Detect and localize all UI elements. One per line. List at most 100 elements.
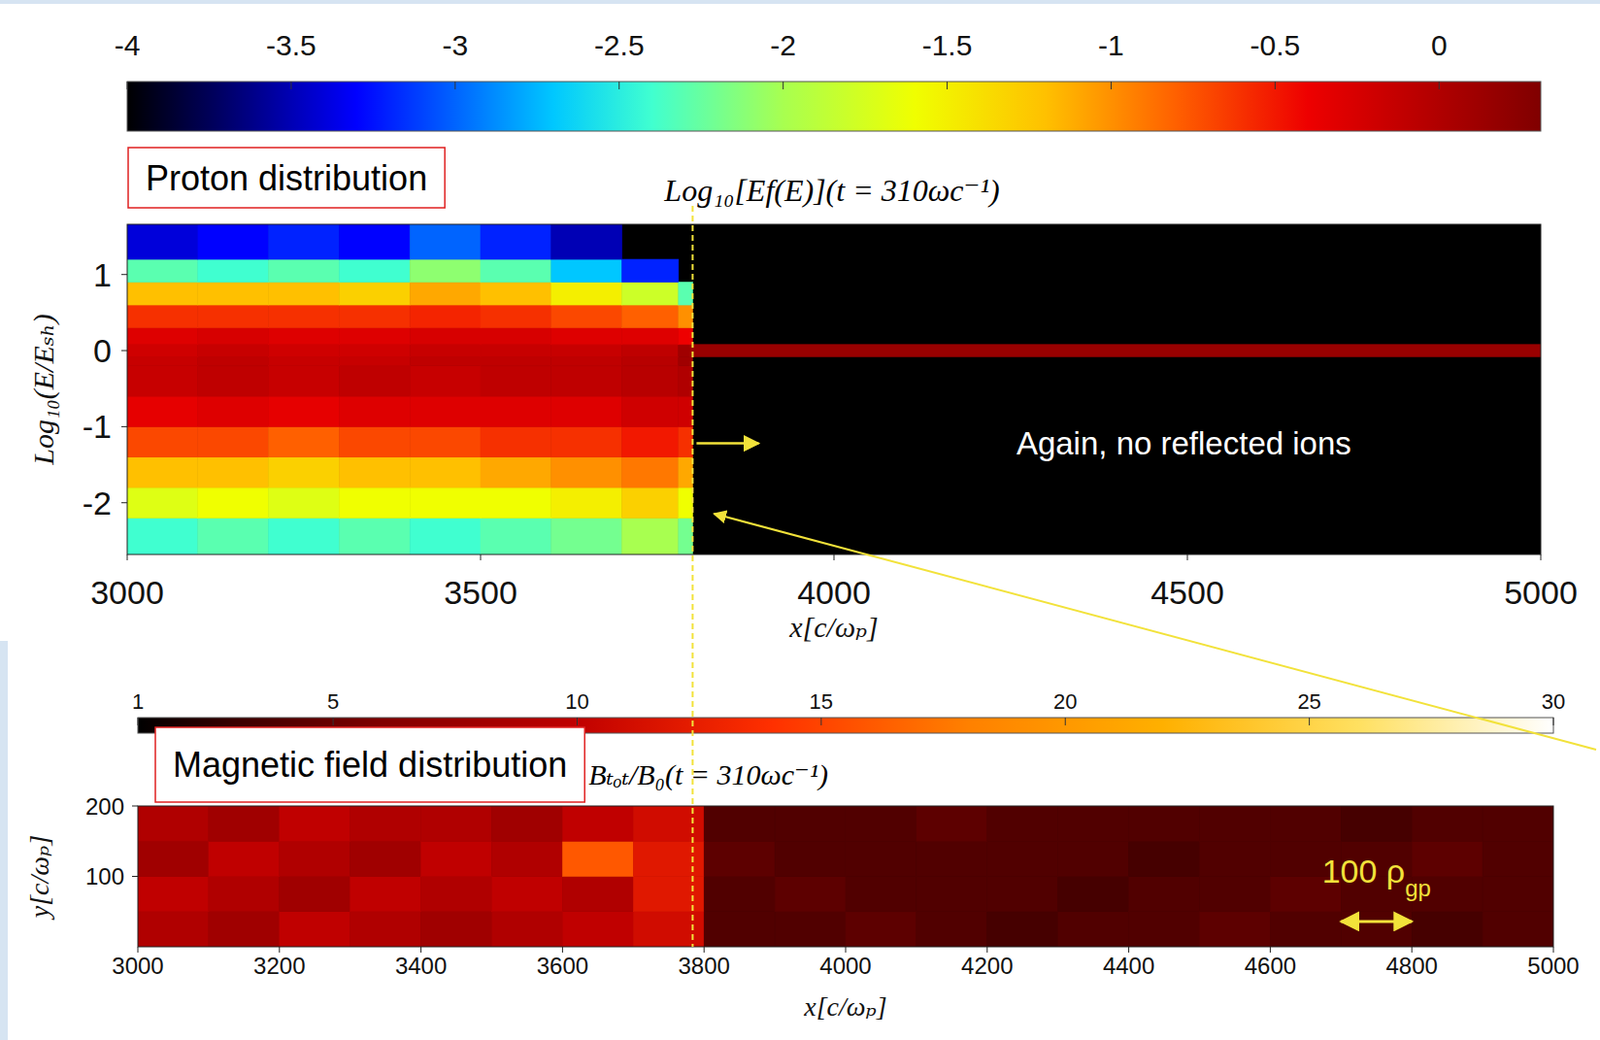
panel-label-box xyxy=(155,727,585,802)
x-tick-label: 3000 xyxy=(90,573,165,611)
heat-cell xyxy=(137,805,209,841)
colorbar-tick-label: 20 xyxy=(1053,689,1077,714)
y-tick xyxy=(121,501,128,503)
colorbar-tick xyxy=(1274,81,1276,90)
panel-label-box xyxy=(128,147,445,208)
heat-cell xyxy=(622,344,679,358)
heat-cell xyxy=(1269,805,1341,841)
colorbar-tick xyxy=(1553,717,1555,726)
heat-cell xyxy=(268,304,340,329)
heat-cell xyxy=(622,282,679,306)
heat-cell xyxy=(409,259,481,283)
heat-cell xyxy=(409,457,481,488)
x-tick-label: 4800 xyxy=(1386,952,1438,979)
heat-cell xyxy=(127,282,199,306)
colorbar-tick-label: 1 xyxy=(132,689,144,714)
heat-cell xyxy=(268,328,340,345)
plot-background xyxy=(137,805,1554,947)
x-tick-label: 4200 xyxy=(961,952,1013,979)
heat-cell xyxy=(198,282,269,306)
heat-cell xyxy=(551,328,623,345)
colorbar-tick-label: -2 xyxy=(769,29,797,62)
colorbar-tick-label: 5 xyxy=(327,689,339,714)
heat-cell xyxy=(551,356,623,366)
heat-cell xyxy=(268,487,340,518)
heat-cell xyxy=(678,328,694,345)
heat-cell xyxy=(198,224,269,260)
colorbar-tick-label: 15 xyxy=(809,689,834,714)
x-tick-label: 4000 xyxy=(819,952,871,979)
colorbar-tick xyxy=(1065,717,1067,726)
heat-cell xyxy=(409,487,481,518)
scale-bar-label: 100 ρgp xyxy=(1322,852,1432,901)
x-tick-label: 4400 xyxy=(1102,952,1155,979)
colorbar-tick xyxy=(576,717,578,726)
heat-cell xyxy=(409,517,481,555)
y-tick xyxy=(132,875,138,877)
heat-cell xyxy=(409,396,481,427)
y-tick xyxy=(121,350,128,352)
heat-cell xyxy=(678,487,694,518)
heat-cell xyxy=(480,224,552,260)
heat-cell xyxy=(480,487,552,518)
heat-cell xyxy=(1200,911,1271,947)
heat-cell xyxy=(480,259,552,283)
heat-cell xyxy=(622,259,679,283)
x-tick xyxy=(1187,554,1189,561)
heat-cell xyxy=(480,328,552,345)
heat-cell xyxy=(198,426,269,457)
plot-background xyxy=(127,224,1541,555)
heat-cell xyxy=(208,840,280,876)
heat-cell xyxy=(622,457,679,488)
heat-cell xyxy=(703,911,775,947)
y-tick-label: 0 xyxy=(93,332,112,369)
plot-frame xyxy=(137,805,1554,947)
heat-cell xyxy=(1129,911,1200,947)
heat-cell xyxy=(678,426,694,457)
heat-cell xyxy=(845,876,917,912)
heat-cell xyxy=(268,259,340,283)
y-tick-label: -2 xyxy=(82,484,112,522)
heat-cell xyxy=(338,328,410,345)
heat-cell xyxy=(492,840,564,876)
colorbar-tick xyxy=(1438,81,1440,90)
heat-cell xyxy=(350,876,422,912)
heat-cell xyxy=(409,282,481,306)
heat-cell xyxy=(703,876,775,912)
heat-cell xyxy=(1269,911,1341,947)
y-axis-title: Log₁₀(E/Eₛₕ) xyxy=(27,313,61,467)
heat-cell xyxy=(127,366,199,397)
heat-cell xyxy=(492,911,564,947)
heat-cell xyxy=(551,426,623,457)
x-tick-label: 4600 xyxy=(1244,952,1297,979)
heat-cell xyxy=(409,224,481,260)
heat-cell xyxy=(198,304,269,329)
heat-cell xyxy=(198,366,269,397)
heat-cell xyxy=(127,457,199,488)
heat-cell xyxy=(551,282,623,306)
colorbar-tick xyxy=(333,717,334,726)
heat-cell xyxy=(774,876,846,912)
scale-bar xyxy=(1340,919,1412,923)
heat-cell xyxy=(338,224,410,260)
heat-cell xyxy=(350,805,422,841)
heat-cell xyxy=(562,911,634,947)
heat-cell xyxy=(409,426,481,457)
heat-cell xyxy=(492,876,564,912)
heat-cell xyxy=(678,396,694,427)
heat-cell xyxy=(1058,876,1130,912)
panel-title: Log₁₀[Ef(E)](t = 310ωc⁻¹) xyxy=(663,172,1000,208)
heat-cell xyxy=(774,911,846,947)
heat-cell xyxy=(127,224,199,260)
heat-cell xyxy=(480,426,552,457)
colorbar-tick-label: -4 xyxy=(114,29,141,62)
heat-cell xyxy=(1058,911,1130,947)
y-tick-label: 100 xyxy=(85,863,125,890)
heat-cell xyxy=(279,840,351,876)
heat-cell xyxy=(916,911,988,947)
heat-cell xyxy=(987,911,1059,947)
heat-cell xyxy=(622,328,679,345)
pointer-arrow xyxy=(713,513,1597,750)
colorbar-tick xyxy=(618,81,620,90)
colorbar-tick-label: 25 xyxy=(1297,689,1321,714)
